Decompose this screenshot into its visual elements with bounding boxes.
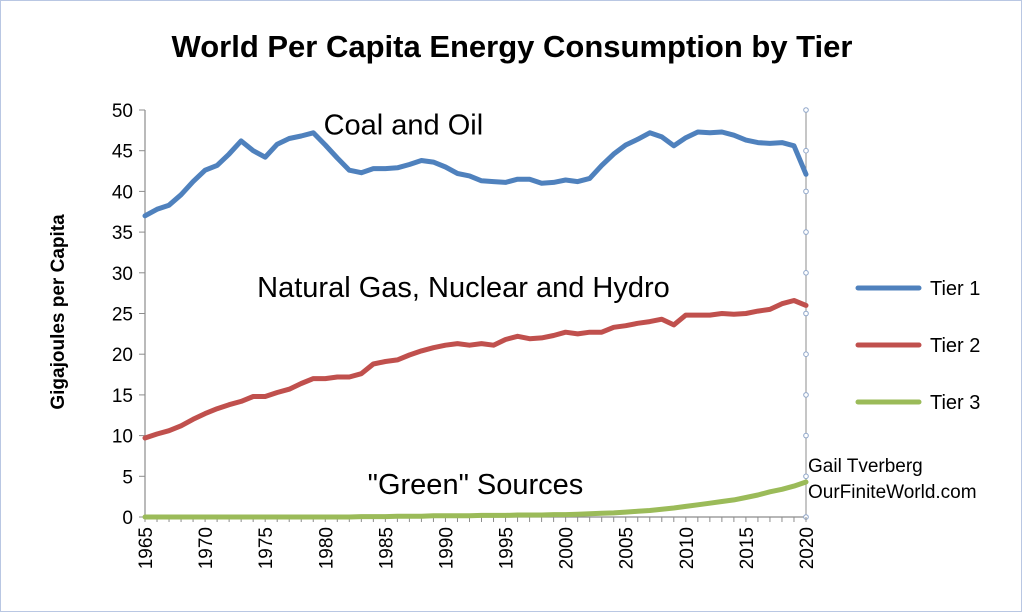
x-tick-label-1975: 1975 (256, 527, 277, 569)
chart-title: World Per Capita Energy Consumption by T… (172, 29, 853, 64)
right-tick-marker-30 (803, 270, 809, 276)
x-tick-label-2020: 2020 (797, 527, 818, 569)
right-tick-marker-10 (803, 432, 809, 439)
x-tick-label-2010: 2010 (677, 527, 698, 569)
x-tick-label-1985: 1985 (376, 527, 397, 569)
y-tick-label-35: 35 (112, 223, 133, 244)
right-tick-marker-50 (803, 107, 809, 113)
right-tick-marker-5 (803, 473, 809, 480)
series-line-tier-2 (142, 298, 809, 441)
x-tick-label-2015: 2015 (737, 527, 758, 569)
credit-line-1: Gail Tverberg (808, 456, 923, 477)
y-tick-label-20: 20 (112, 345, 133, 366)
credit-line-2: OurFiniteWorld.com (808, 482, 977, 503)
x-tick-label-1990: 1990 (436, 527, 457, 569)
annotation-1: Coal and Oil (324, 109, 484, 141)
y-tick-label-15: 15 (112, 386, 133, 407)
right-tick-marker-25 (803, 310, 809, 317)
x-tick-label-1970: 1970 (196, 527, 217, 569)
x-tick-labels: 1965 1970 1975 1980 1985 1990 1995 2000 2005 2010… (136, 527, 818, 569)
legend-label-tier-3: Tier 3 (930, 392, 980, 414)
right-tick-marker-35 (803, 229, 809, 235)
annotations: Coal and Oil Natural Gas, Nuclear and Hyd… (257, 109, 670, 501)
series-lines (142, 129, 809, 520)
y-tick-label-5: 5 (122, 467, 133, 488)
annotation-3: "Green" Sources (368, 469, 584, 501)
x-tick-label-1980: 1980 (316, 527, 337, 569)
y-tick-label-30: 30 (112, 264, 133, 285)
x-tick-label-2005: 2005 (617, 527, 638, 569)
y-tick-label-10: 10 (112, 427, 133, 448)
x-tick-label-1995: 1995 (497, 527, 518, 569)
right-tick-marker-40 (803, 188, 809, 195)
series-line-tier-1 (142, 129, 809, 219)
legend-label-tier-1: Tier 1 (930, 278, 980, 300)
legend-label-tier-2: Tier 2 (930, 335, 980, 357)
right-tick-marker-45 (803, 147, 809, 154)
y-tick-label-50: 50 (112, 101, 133, 122)
y-tick-label-0: 0 (122, 508, 133, 529)
legend: Tier 1 Tier 2 Tier 3 (855, 278, 980, 414)
y-tick-label-40: 40 (112, 182, 133, 203)
y-tick-label-25: 25 (112, 305, 133, 326)
series-line-tier-3 (142, 479, 809, 520)
right-tick-marker-20 (803, 351, 809, 358)
y-tick-labels: 0 5 10 15 20 25 30 35 40 45 50 (112, 101, 133, 529)
right-tick-marker-15 (803, 392, 809, 398)
y-tick-label-45: 45 (112, 142, 133, 163)
credit: Gail Tverberg OurFiniteWorld.com (808, 456, 977, 503)
x-tick-label-1965: 1965 (136, 527, 157, 569)
x-tick-label-2000: 2000 (557, 527, 578, 569)
y-axis-label: Gigajoules per Capita (48, 214, 69, 410)
annotation-2: Natural Gas, Nuclear and Hydro (257, 272, 670, 304)
